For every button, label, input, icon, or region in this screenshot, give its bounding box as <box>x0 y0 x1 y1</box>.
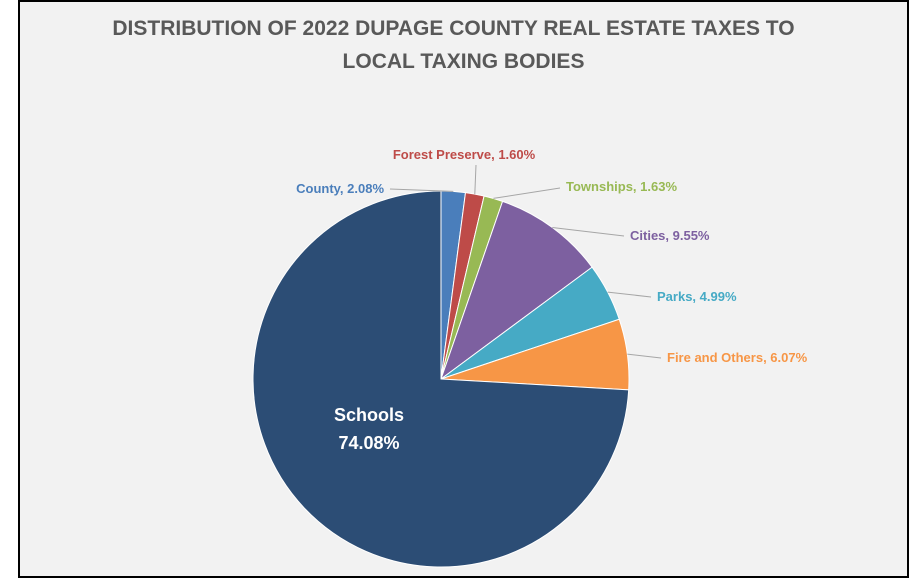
leader-line-fire-and-others <box>627 353 662 359</box>
slice-label-county: County, 2.08% <box>296 181 384 196</box>
slice-label-cities: Cities, 9.55% <box>630 228 710 243</box>
slice-label-parks: Parks, 4.99% <box>657 289 737 304</box>
slice-label-fire-and-others: Fire and Others, 6.07% <box>667 350 808 365</box>
leader-line-cities <box>552 227 625 237</box>
pie-chart: County, 2.08% Forest Preserve, 1.60% Towns… <box>252 147 808 568</box>
pie-slices <box>252 190 630 568</box>
slice-label-townships: Townships, 1.63% <box>566 179 677 194</box>
chart-frame: DISTRIBUTION OF 2022 DUPAGE COUNTY REAL … <box>18 0 909 578</box>
slice-label-schools-value: 74.08% <box>338 433 399 453</box>
slice-labels: County, 2.08% Forest Preserve, 1.60% Towns… <box>296 147 807 453</box>
leader-line-forest-preserve <box>474 164 477 195</box>
chart-title-line-1: DISTRIBUTION OF 2022 DUPAGE COUNTY REAL … <box>112 17 795 40</box>
leader-line-parks <box>607 291 652 298</box>
chart-title: DISTRIBUTION OF 2022 DUPAGE COUNTY REAL … <box>20 12 907 78</box>
slice-label-forest-preserve: Forest Preserve, 1.60% <box>393 147 536 162</box>
chart-title-line-2: LOCAL TAXING BODIES <box>342 50 585 73</box>
leader-lines <box>389 164 662 359</box>
leader-line-county <box>389 188 454 192</box>
pie-slice-schools <box>252 190 630 568</box>
slice-label-schools-name: Schools <box>334 405 404 425</box>
leader-line-townships <box>493 187 561 199</box>
